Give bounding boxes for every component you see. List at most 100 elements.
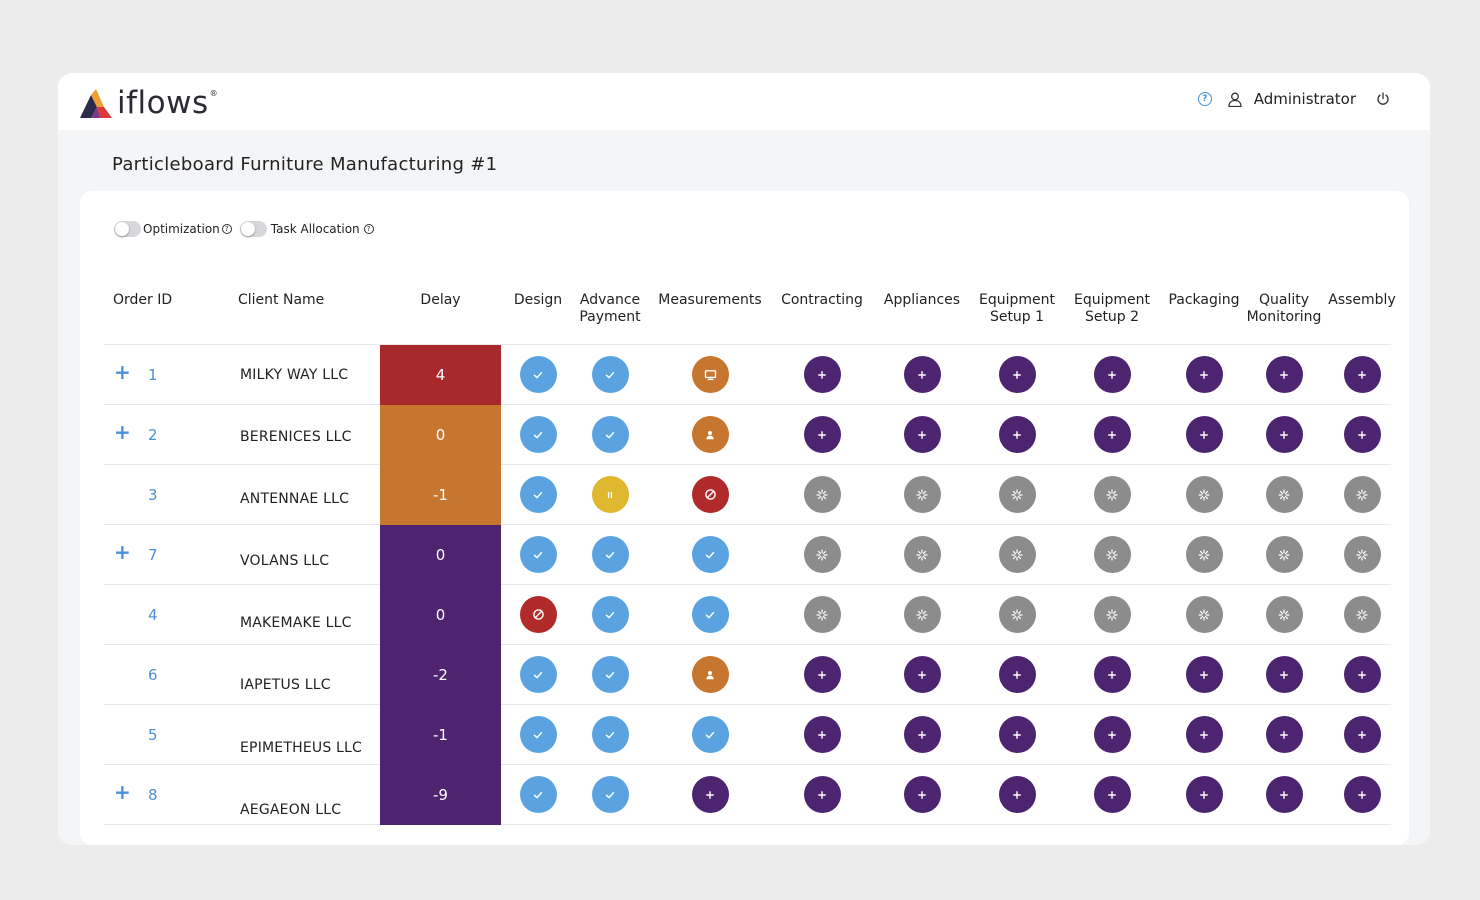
stage-status-assembly[interactable] (1343, 416, 1381, 453)
header-assembly[interactable]: Assembly (1328, 292, 1396, 308)
table-row[interactable]: 5 EPIMETHEUS LLC -1 (104, 705, 1391, 765)
stage-status-equipment-setup-1[interactable] (998, 416, 1036, 453)
stage-status-measurements[interactable] (691, 476, 729, 513)
header-contracting[interactable]: Contracting (781, 292, 863, 308)
stage-status-measurements[interactable] (691, 596, 729, 633)
table-row[interactable]: +2 BERENICES LLC 0 (104, 405, 1391, 465)
header-equipment-setup-2[interactable]: Equipment Setup 2 (1074, 292, 1150, 325)
stage-status-advance-payment[interactable] (591, 776, 629, 813)
order-id[interactable]: 5 (148, 726, 158, 744)
power-icon[interactable] (1376, 92, 1390, 106)
header-equipment-setup-1[interactable]: Equipment Setup 1 (979, 292, 1055, 325)
stage-status-design[interactable] (519, 656, 557, 693)
stage-status-appliances[interactable] (903, 596, 941, 633)
order-id[interactable]: 6 (148, 666, 158, 684)
header-packaging[interactable]: Packaging (1168, 292, 1240, 308)
order-id[interactable]: 2 (148, 426, 158, 444)
stage-status-measurements[interactable] (691, 536, 729, 573)
stage-status-contracting[interactable] (803, 416, 841, 453)
stage-status-contracting[interactable] (803, 596, 841, 633)
stage-status-advance-payment[interactable] (591, 416, 629, 453)
stage-status-advance-payment[interactable] (591, 476, 629, 513)
stage-status-equipment-setup-2[interactable] (1093, 656, 1131, 693)
stage-status-equipment-setup-1[interactable] (998, 356, 1036, 393)
stage-status-equipment-setup-1[interactable] (998, 716, 1036, 753)
logo[interactable]: iflows ® (78, 87, 218, 119)
stage-status-assembly[interactable] (1343, 656, 1381, 693)
table-row[interactable]: +8 AEGAEON LLC -9 (104, 765, 1391, 825)
stage-status-quality-monitoring[interactable] (1265, 776, 1303, 813)
stage-status-design[interactable] (519, 476, 557, 513)
stage-status-assembly[interactable] (1343, 476, 1381, 513)
header-delay[interactable]: Delay (420, 292, 461, 308)
stage-status-design[interactable] (519, 356, 557, 393)
stage-status-equipment-setup-2[interactable] (1093, 716, 1131, 753)
stage-status-contracting[interactable] (803, 476, 841, 513)
order-id[interactable]: 4 (148, 606, 158, 624)
stage-status-design[interactable] (519, 536, 557, 573)
question-circle-icon[interactable]: ? (1197, 92, 1212, 106)
stage-status-assembly[interactable] (1343, 536, 1381, 573)
header-order-id[interactable]: Order ID (113, 292, 173, 308)
stage-status-advance-payment[interactable] (591, 656, 629, 693)
stage-status-advance-payment[interactable] (591, 356, 629, 393)
stage-status-packaging[interactable] (1185, 416, 1223, 453)
stage-status-design[interactable] (519, 416, 557, 453)
stage-status-contracting[interactable] (803, 356, 841, 393)
stage-status-packaging[interactable] (1185, 536, 1223, 573)
stage-status-contracting[interactable] (803, 716, 841, 753)
stage-status-equipment-setup-1[interactable] (998, 656, 1036, 693)
order-id[interactable]: 1 (148, 366, 158, 384)
table-row[interactable]: 4 MAKEMAKE LLC 0 (104, 585, 1391, 645)
expand-row-icon[interactable]: + (114, 540, 131, 564)
stage-status-packaging[interactable] (1185, 716, 1223, 753)
stage-status-contracting[interactable] (803, 776, 841, 813)
stage-status-assembly[interactable] (1343, 356, 1381, 393)
stage-status-measurements[interactable] (691, 356, 729, 393)
header-design[interactable]: Design (513, 292, 563, 308)
stage-status-measurements[interactable] (691, 776, 729, 813)
stage-status-quality-monitoring[interactable] (1265, 476, 1303, 513)
stage-status-packaging[interactable] (1185, 596, 1223, 633)
stage-status-packaging[interactable] (1185, 656, 1223, 693)
header-appliances[interactable]: Appliances (883, 292, 961, 308)
header-measurements[interactable]: Measurements (658, 292, 762, 308)
stage-status-equipment-setup-2[interactable] (1093, 776, 1131, 813)
stage-status-design[interactable] (519, 776, 557, 813)
stage-status-packaging[interactable] (1185, 476, 1223, 513)
stage-status-contracting[interactable] (803, 536, 841, 573)
order-id[interactable]: 3 (148, 486, 158, 504)
order-id[interactable]: 8 (148, 786, 158, 804)
optimization-help-icon[interactable]: ? (221, 224, 232, 234)
stage-status-appliances[interactable] (903, 356, 941, 393)
table-row[interactable]: +1 MILKY WAY LLC 4 (104, 345, 1391, 405)
stage-status-design[interactable] (519, 596, 557, 633)
stage-status-equipment-setup-1[interactable] (998, 596, 1036, 633)
stage-status-equipment-setup-2[interactable] (1093, 476, 1131, 513)
stage-status-appliances[interactable] (903, 416, 941, 453)
stage-status-equipment-setup-2[interactable] (1093, 536, 1131, 573)
order-id[interactable]: 7 (148, 546, 158, 564)
stage-status-equipment-setup-1[interactable] (998, 536, 1036, 573)
table-row[interactable]: 3 ANTENNAE LLC -1 (104, 465, 1391, 525)
stage-status-quality-monitoring[interactable] (1265, 416, 1303, 453)
stage-status-advance-payment[interactable] (591, 596, 629, 633)
stage-status-appliances[interactable] (903, 656, 941, 693)
user-outline-icon[interactable] (1228, 92, 1242, 107)
expand-row-icon[interactable]: + (114, 360, 131, 384)
optimization-toggle[interactable] (114, 221, 141, 237)
stage-status-equipment-setup-2[interactable] (1093, 596, 1131, 633)
stage-status-measurements[interactable] (691, 716, 729, 753)
table-row[interactable]: 6 IAPETUS LLC -2 (104, 645, 1391, 705)
task-allocation-help-icon[interactable]: ? (363, 224, 374, 234)
header-quality-monitoring[interactable]: Quality Monitoring (1246, 292, 1322, 325)
stage-status-appliances[interactable] (903, 476, 941, 513)
stage-status-assembly[interactable] (1343, 596, 1381, 633)
stage-status-quality-monitoring[interactable] (1265, 596, 1303, 633)
stage-status-advance-payment[interactable] (591, 716, 629, 753)
stage-status-quality-monitoring[interactable] (1265, 356, 1303, 393)
stage-status-equipment-setup-2[interactable] (1093, 356, 1131, 393)
stage-status-design[interactable] (519, 716, 557, 753)
expand-row-icon[interactable]: + (114, 420, 131, 444)
stage-status-quality-monitoring[interactable] (1265, 656, 1303, 693)
